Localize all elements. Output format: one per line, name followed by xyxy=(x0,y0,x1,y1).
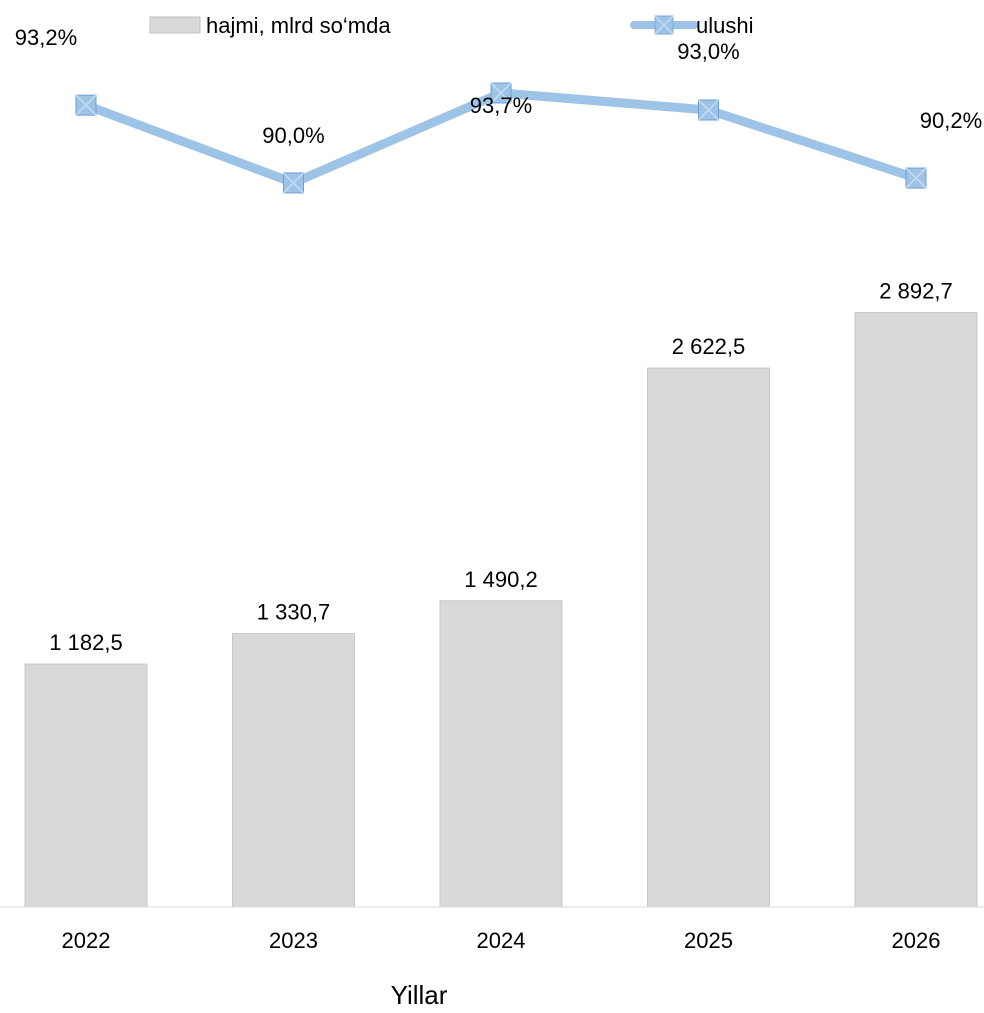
line-label-2026: 90,2% xyxy=(920,108,982,133)
legend-bar-swatch xyxy=(149,16,201,34)
legend-line-swatch xyxy=(630,15,698,35)
line-series xyxy=(75,82,927,194)
x-axis-title: Yillar xyxy=(391,980,448,1010)
line-label-2025: 93,0% xyxy=(677,39,739,64)
tick-label-2023: 2023 xyxy=(269,928,318,953)
line-marker-2023 xyxy=(282,172,305,194)
bar-2024 xyxy=(439,600,563,908)
bar-label-2026: 2 892,7 xyxy=(879,279,952,304)
bar-series xyxy=(24,312,978,908)
bar-label-2023: 1 330,7 xyxy=(257,600,330,625)
x-axis-ticks: 2022 2023 2024 2025 2026 xyxy=(62,928,941,953)
tick-label-2025: 2025 xyxy=(684,928,733,953)
line-data-labels: 93,2% 90,0% 93,7% 93,0% 90,2% xyxy=(15,25,982,148)
line-label-2022: 93,2% xyxy=(15,25,77,50)
bar-label-2022: 1 182,5 xyxy=(49,630,122,655)
legend: hajmi, mlrd so‘mda ulushi xyxy=(149,13,753,38)
line-label-2023: 90,0% xyxy=(262,123,324,148)
bar-2026 xyxy=(854,312,978,908)
line-marker-2026 xyxy=(905,167,927,189)
line-marker-2024 xyxy=(490,82,512,104)
line-label-2024: 93,7% xyxy=(470,93,532,118)
tick-label-2022: 2022 xyxy=(62,928,111,953)
tick-label-2024: 2024 xyxy=(477,928,526,953)
legend-bar-label: hajmi, mlrd so‘mda xyxy=(206,13,391,38)
line-marker-2022 xyxy=(75,94,97,116)
legend-line-label: ulushi xyxy=(696,13,753,38)
tick-label-2026: 2026 xyxy=(892,928,941,953)
bar-label-2025: 2 622,5 xyxy=(672,334,745,359)
bar-2025 xyxy=(647,367,770,908)
bar-label-2024: 1 490,2 xyxy=(464,567,537,592)
bar-data-labels: 1 182,5 1 330,7 1 490,2 2 622,5 2 892,7 xyxy=(49,279,952,655)
bar-2022 xyxy=(24,663,148,908)
line-marker-2025 xyxy=(697,99,720,121)
bar-2023 xyxy=(232,633,355,908)
